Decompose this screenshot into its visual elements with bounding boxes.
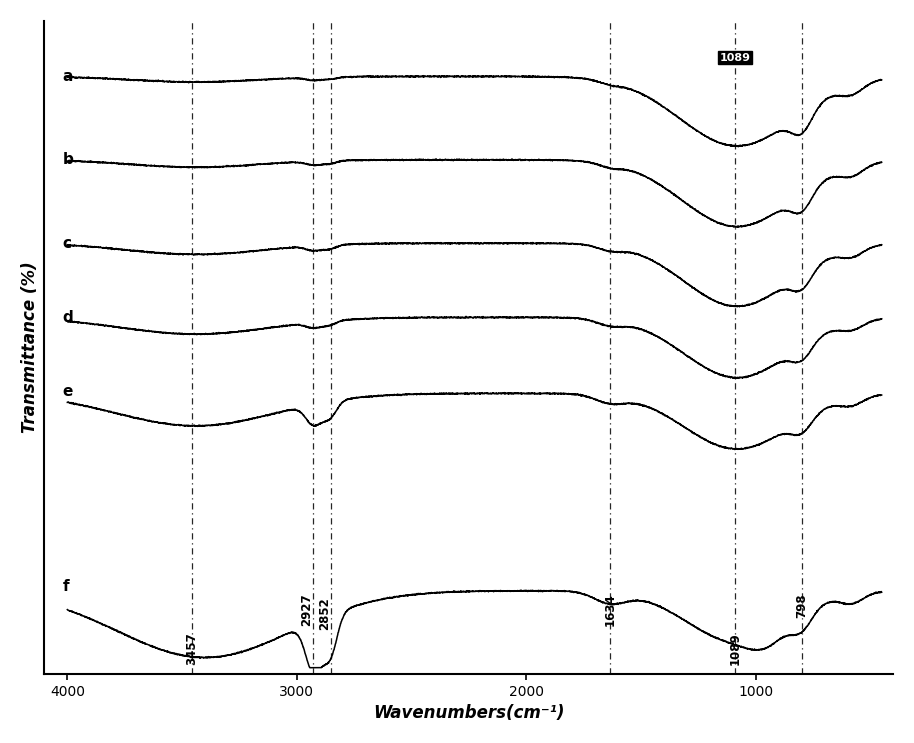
Text: 1089: 1089 xyxy=(728,632,741,665)
Text: 1089: 1089 xyxy=(719,53,750,62)
X-axis label: Wavenumbers(cm⁻¹): Wavenumbers(cm⁻¹) xyxy=(373,704,565,722)
Text: 3457: 3457 xyxy=(186,632,198,665)
Text: b: b xyxy=(63,152,74,167)
Y-axis label: Transmittance (%): Transmittance (%) xyxy=(21,262,38,433)
Text: e: e xyxy=(63,384,73,399)
Text: 798: 798 xyxy=(795,594,808,618)
Text: f: f xyxy=(63,579,69,594)
Text: d: d xyxy=(63,310,73,325)
Text: 2927: 2927 xyxy=(301,594,314,626)
Text: a: a xyxy=(63,69,73,84)
Text: c: c xyxy=(63,236,71,250)
Text: 1089: 1089 xyxy=(719,53,750,62)
Text: 1634: 1634 xyxy=(603,594,617,626)
Text: 2852: 2852 xyxy=(318,597,331,630)
